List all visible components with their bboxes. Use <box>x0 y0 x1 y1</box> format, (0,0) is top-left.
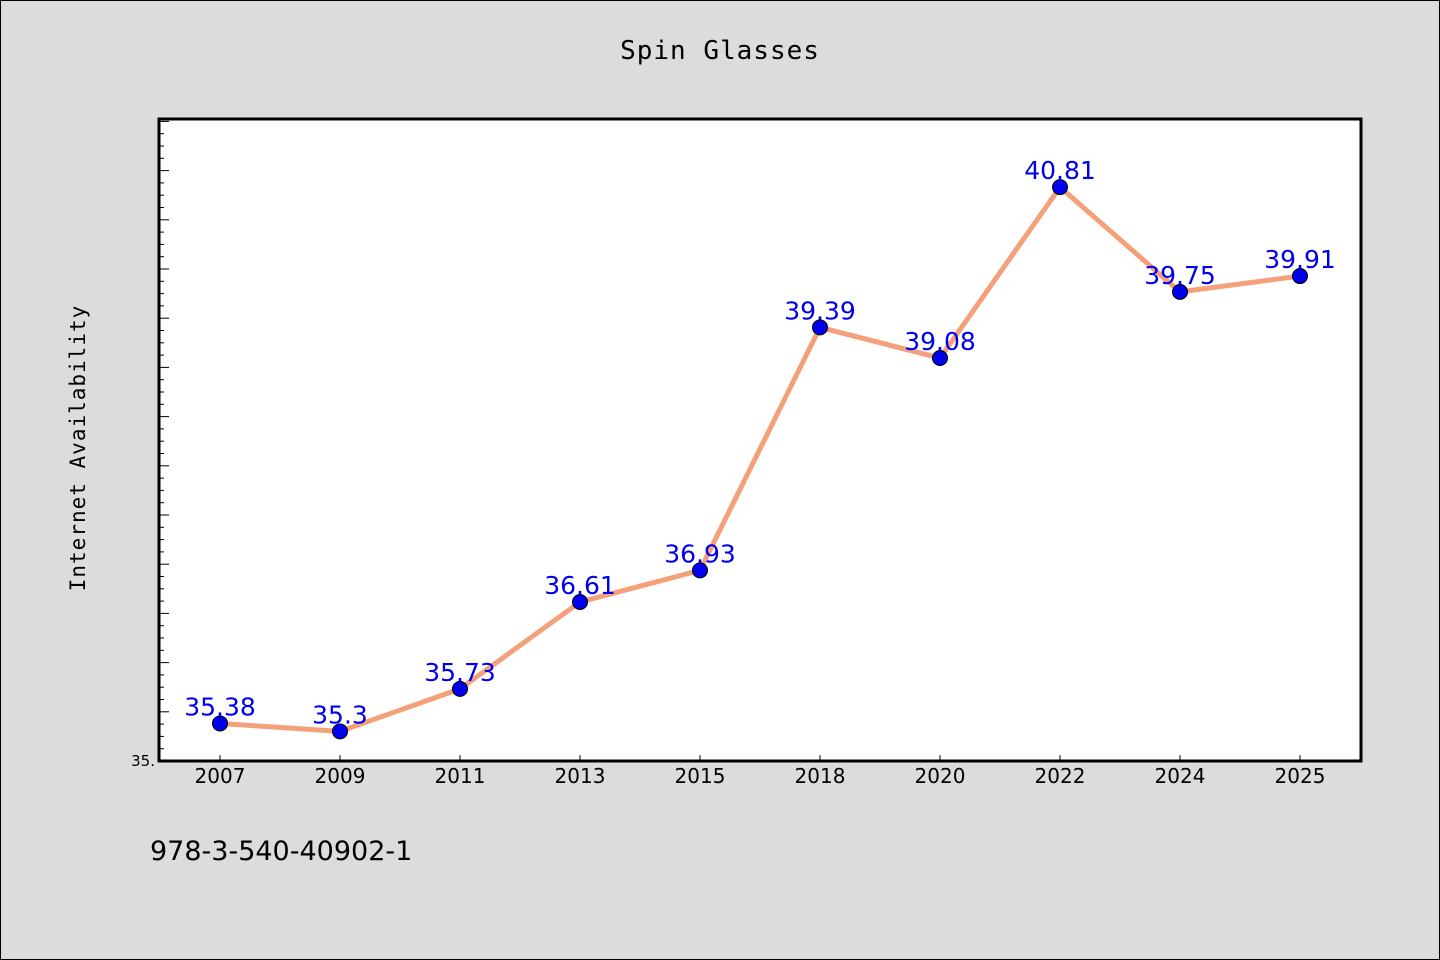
data-label: 35.38 <box>184 692 256 721</box>
x-tick-label: 2022 <box>1035 764 1086 788</box>
x-tick-label: 2013 <box>555 764 606 788</box>
data-point <box>1052 179 1068 196</box>
y-tick-label: 35. <box>131 752 155 770</box>
data-labels: 35.38 35.3 35.73 36.61 36.93 39.39 39.08 40.81 3… <box>184 156 1336 729</box>
data-label: 39.91 <box>1264 245 1336 274</box>
data-point <box>1292 268 1308 285</box>
x-axis-tick-labels: 2007 2009 2011 2013 2015 2018 2020 2022 2024 2025 <box>195 764 1326 788</box>
data-label: 36.93 <box>664 539 736 568</box>
data-label: 39.75 <box>1144 261 1216 290</box>
plot-area <box>159 119 1361 761</box>
data-point <box>572 593 588 610</box>
data-point <box>1172 283 1188 300</box>
series-line <box>219 184 1301 734</box>
x-tick-label: 2024 <box>1155 764 1206 788</box>
data-point <box>332 723 348 740</box>
data-label: 39.39 <box>784 296 856 325</box>
x-tick-label: 2025 <box>1275 764 1326 788</box>
data-label: 40.81 <box>1024 156 1096 185</box>
data-label: 36.61 <box>544 571 616 600</box>
data-point <box>812 319 828 336</box>
data-label: 39.08 <box>904 327 976 356</box>
x-tick-label: 2018 <box>795 764 846 788</box>
isbn-footer: 978-3-540-40902-1 <box>150 836 413 867</box>
data-label: 35.73 <box>424 658 496 687</box>
x-tick-label: 2009 <box>315 764 366 788</box>
series-markers <box>212 179 1308 740</box>
x-tick-label: 2011 <box>435 764 486 788</box>
x-tick-label: 2015 <box>675 764 726 788</box>
data-point <box>212 715 228 732</box>
data-point <box>932 350 948 367</box>
data-label: 35.3 <box>312 700 368 729</box>
data-point <box>692 562 708 579</box>
data-point <box>452 680 468 697</box>
x-tick-label: 2020 <box>915 764 966 788</box>
x-tick-label: 2007 <box>195 764 246 788</box>
chart-title: Spin Glasses <box>620 36 820 66</box>
plot-border <box>157 117 1363 763</box>
